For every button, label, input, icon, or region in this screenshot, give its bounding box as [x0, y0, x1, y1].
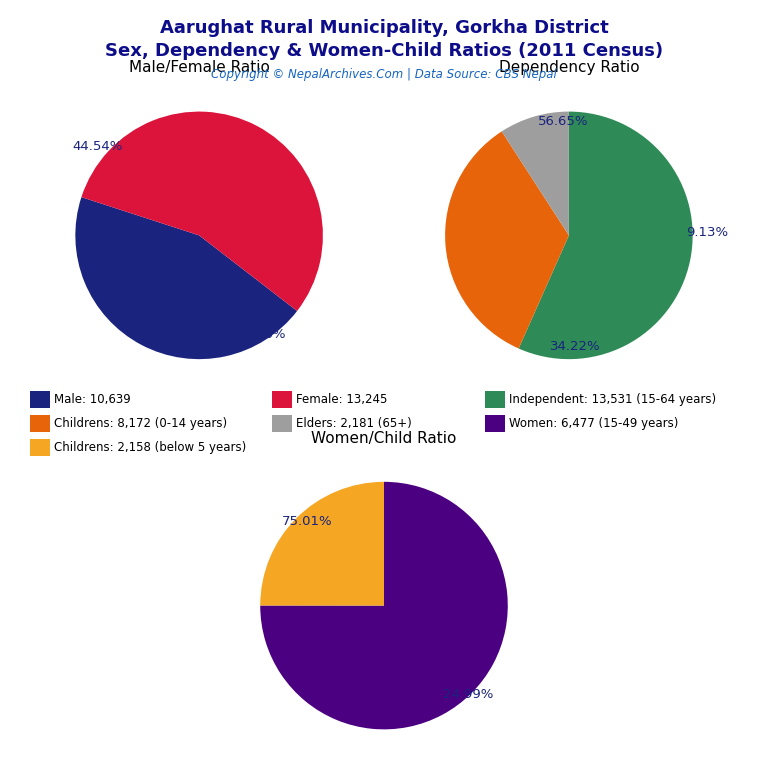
Text: Women: 6,477 (15-49 years): Women: 6,477 (15-49 years): [509, 417, 678, 430]
Wedge shape: [502, 111, 569, 235]
Text: 75.01%: 75.01%: [282, 515, 333, 528]
Text: 55.46%: 55.46%: [236, 328, 286, 341]
Text: Aarughat Rural Municipality, Gorkha District: Aarughat Rural Municipality, Gorkha Dist…: [160, 19, 608, 37]
Bar: [30, 439, 51, 456]
Text: Sex, Dependency & Women-Child Ratios (2011 Census): Sex, Dependency & Women-Child Ratios (20…: [105, 42, 663, 60]
Text: Elders: 2,181 (65+): Elders: 2,181 (65+): [296, 417, 412, 430]
Text: 56.65%: 56.65%: [538, 115, 588, 128]
Bar: [272, 415, 293, 432]
Wedge shape: [518, 111, 693, 359]
Text: Independent: 13,531 (15-64 years): Independent: 13,531 (15-64 years): [509, 392, 716, 406]
Wedge shape: [75, 197, 297, 359]
Text: 34.22%: 34.22%: [550, 340, 601, 353]
Bar: [485, 391, 505, 408]
Text: 9.13%: 9.13%: [687, 227, 729, 240]
Bar: [30, 415, 51, 432]
Wedge shape: [260, 482, 384, 606]
Bar: [272, 391, 293, 408]
Text: Childrens: 8,172 (0-14 years): Childrens: 8,172 (0-14 years): [54, 417, 227, 430]
Text: Male: 10,639: Male: 10,639: [54, 392, 131, 406]
Wedge shape: [445, 131, 569, 349]
Wedge shape: [81, 111, 323, 311]
Bar: [485, 415, 505, 432]
Title: Dependency Ratio: Dependency Ratio: [498, 61, 639, 75]
Text: 24.99%: 24.99%: [443, 688, 493, 701]
Text: Female: 13,245: Female: 13,245: [296, 392, 387, 406]
Title: Male/Female Ratio: Male/Female Ratio: [129, 61, 270, 75]
Bar: [30, 391, 51, 408]
Text: Childrens: 2,158 (below 5 years): Childrens: 2,158 (below 5 years): [54, 442, 247, 455]
Wedge shape: [260, 482, 508, 730]
Text: Copyright © NepalArchives.Com | Data Source: CBS Nepal: Copyright © NepalArchives.Com | Data Sou…: [211, 68, 557, 81]
Title: Women/Child Ratio: Women/Child Ratio: [311, 431, 457, 445]
Text: 44.54%: 44.54%: [72, 140, 123, 153]
